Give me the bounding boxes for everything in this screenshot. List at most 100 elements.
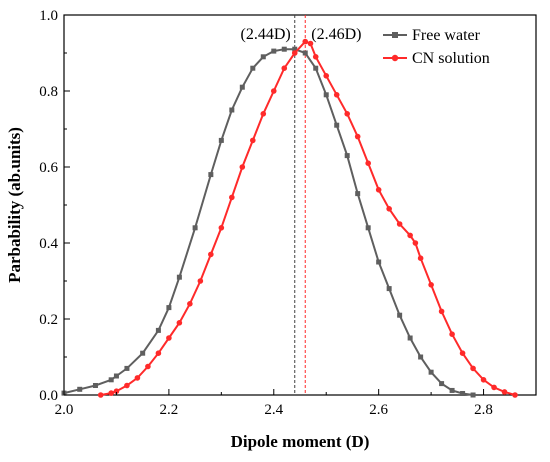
data-point-cn-solution (449, 331, 455, 338)
data-point-free-water (323, 92, 329, 98)
legend-marker-cn-solution (391, 54, 399, 62)
data-point-cn-solution (470, 365, 476, 372)
data-point-cn-solution (302, 38, 309, 45)
data-point-cn-solution (428, 282, 434, 288)
data-point-cn-solution (491, 384, 497, 391)
data-point-free-water (292, 46, 298, 52)
data-point-free-water (386, 286, 392, 292)
data-point-cn-solution (270, 88, 277, 94)
data-point-free-water (397, 312, 403, 318)
data-point-cn-solution (108, 390, 114, 396)
data-point-free-water (271, 48, 277, 54)
data-point-cn-solution (155, 350, 162, 357)
data-point-cn-solution (365, 160, 371, 166)
data-point-cn-solution (291, 50, 298, 56)
data-point-free-water (260, 54, 266, 60)
data-point-cn-solution (113, 388, 120, 395)
legend-marker-free-water (392, 32, 398, 38)
data-point-free-water (376, 259, 382, 265)
data-point-cn-solution (260, 111, 267, 117)
y-tick-label: 0.4 (39, 236, 58, 252)
x-tick-label: 2.0 (55, 402, 74, 418)
data-point-cn-solution (407, 232, 413, 239)
data-point-cn-solution (344, 111, 351, 117)
data-point-free-water (407, 335, 413, 341)
data-point-cn-solution (375, 187, 382, 193)
data-point-cn-solution (197, 278, 204, 284)
y-tick-label: 0.8 (39, 84, 58, 100)
data-point-free-water (470, 392, 476, 398)
data-point-cn-solution (512, 392, 518, 398)
data-point-cn-solution (208, 251, 214, 258)
data-point-cn-solution (501, 389, 508, 395)
data-point-cn-solution (307, 40, 314, 47)
data-point-free-water (428, 369, 434, 375)
data-point-cn-solution (166, 335, 172, 341)
data-point-free-water (176, 274, 182, 280)
data-point-cn-solution (239, 164, 246, 170)
data-point-free-water (302, 50, 308, 56)
data-point-cn-solution (354, 133, 361, 140)
data-point-free-water (192, 225, 198, 231)
data-point-free-water (166, 305, 172, 311)
data-point-cn-solution (459, 350, 466, 357)
data-point-cn-solution (97, 392, 104, 398)
data-point-free-water (239, 84, 245, 90)
reference-label-2.46: (2.46D) (311, 26, 361, 43)
x-axis-label: Dipole moment (D) (231, 432, 370, 451)
data-point-free-water (77, 386, 83, 392)
data-point-free-water (218, 137, 224, 143)
data-point-cn-solution (218, 225, 225, 231)
data-point-cn-solution (312, 54, 319, 60)
data-point-free-water (460, 390, 466, 396)
data-point-free-water (313, 65, 319, 71)
data-point-free-water (113, 373, 119, 379)
x-tick-label: 2.8 (474, 402, 493, 418)
data-point-free-water (281, 46, 287, 52)
data-point-cn-solution (438, 308, 445, 315)
series-line-cn-solution (100, 40, 516, 396)
data-point-free-water (140, 350, 146, 356)
x-tick-label: 2.4 (264, 402, 283, 418)
data-point-cn-solution (176, 320, 183, 326)
data-point-cn-solution (417, 255, 424, 261)
data-point-free-water (439, 381, 445, 387)
y-tick-label: 1.0 (39, 8, 58, 24)
data-point-free-water (344, 153, 350, 159)
reference-label-2.44: (2.44D) (241, 26, 291, 43)
data-point-cn-solution (134, 375, 141, 381)
data-point-cn-solution (386, 206, 392, 212)
plot-area-frame (63, 14, 537, 396)
data-point-free-water (355, 191, 361, 197)
data-point-free-water (229, 107, 235, 113)
data-point-free-water (418, 354, 424, 360)
y-tick-label: 0.2 (39, 312, 58, 328)
y-tick-label: 0.6 (39, 160, 58, 176)
data-point-cn-solution (480, 377, 487, 383)
data-point-free-water (365, 225, 371, 231)
data-point-free-water (155, 327, 161, 333)
data-point-cn-solution (333, 92, 340, 98)
data-point-cn-solution (281, 65, 288, 71)
x-tick-label: 2.6 (369, 402, 388, 418)
data-point-free-water (108, 377, 114, 383)
data-point-free-water (250, 65, 256, 71)
legend-label-free-water: Free water (412, 27, 481, 44)
data-point-free-water (92, 383, 98, 388)
data-point-cn-solution (396, 221, 403, 227)
x-tick-label: 2.2 (160, 402, 179, 418)
legend: Free water CN solution (383, 27, 490, 67)
data-point-free-water (334, 122, 340, 128)
data-point-cn-solution (124, 382, 130, 389)
y-tick-label: 0.0 (39, 388, 58, 404)
data-point-cn-solution (250, 137, 256, 144)
data-point-cn-solution (187, 301, 193, 307)
data-point-free-water (124, 365, 130, 371)
data-point-cn-solution (412, 240, 419, 246)
legend-label-cn-solution: CN solution (412, 50, 490, 67)
y-axis-label: Parbability (ab.units) (5, 127, 24, 283)
data-point-free-water (449, 387, 455, 393)
data-point-free-water (208, 172, 214, 178)
data-point-cn-solution (323, 73, 330, 79)
